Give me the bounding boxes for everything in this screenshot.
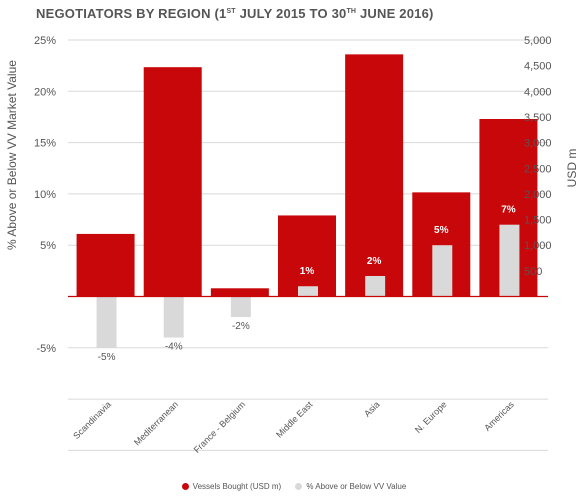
vessels-bar [210,288,269,297]
x-category-label: Asia [362,399,381,418]
vessels-bar [143,67,202,297]
chart-legend: Vessels Bought (USD m) % Above or Below … [0,482,588,491]
y-left-tick-label: 15% [34,138,56,150]
y-right-tick-label: 500 [524,266,542,278]
y-left-axis-title: % Above or Below VV Market Value [5,60,19,250]
chart-title: NEGOTIATORS BY REGION (1ST JULY 2015 TO … [36,6,434,21]
y-right-tick-label: 1,000 [524,240,552,252]
pct-data-label: 7% [501,205,516,216]
y-left-tick-label: 5% [40,240,56,252]
x-category-label: France - Belgium [192,399,248,455]
vessels-bar [76,233,135,297]
x-category-label: Scandinavia [71,399,113,441]
pct-bar [96,296,117,348]
pct-data-label: 1% [300,266,315,277]
y-right-tick-label: 3,000 [524,138,552,150]
y-right-axis-title: USD m [565,149,579,188]
y-left-tick-label: 10% [34,189,56,201]
x-category-label: Mediterranean [132,399,180,447]
vessels-bar [278,215,336,297]
pct-data-label: -4% [165,342,183,353]
y-left-tick-label: -5% [36,343,56,355]
y-right-tick-label: 2,000 [524,189,552,201]
legend-item-vessels: Vessels Bought (USD m) [181,482,282,491]
legend-label-vessels: Vessels Bought (USD m) [192,482,282,491]
legend-item-pct: % Above or Below VV Value [295,482,406,491]
y-right-tick-label: 4,000 [524,86,552,98]
pct-data-label: -5% [98,352,116,363]
pct-bars [96,224,520,348]
data-labels: -5% -4% -2% 1% 2% 5% 7% [98,205,516,363]
x-category-label: Middle East [274,399,315,440]
y-left-tick-label: 25% [34,35,56,47]
pct-bar [432,245,453,297]
vessels-bars [76,54,538,297]
pct-data-label: 2% [367,256,382,267]
y-right-tick-label: 2,500 [524,163,552,175]
y-right-tick-label: 5,000 [524,35,552,47]
y-right-tick-label: 1,500 [524,215,552,227]
x-category-label: N. Europe [413,399,449,435]
y-right-tick-label: 4,500 [524,61,552,73]
pct-data-label: -2% [232,321,250,332]
legend-label-pct: % Above or Below VV Value [306,482,407,491]
y-left-tick-label: 20% [34,86,56,98]
pct-bar [298,286,318,297]
pct-bar [365,275,386,297]
vessels-bar [345,54,404,297]
pct-bar [163,296,184,338]
legend-swatch-vessels [181,483,189,490]
legend-swatch-pct [295,483,303,490]
y-right-tick-label: 3,500 [524,112,552,124]
x-category-label: Americas [482,399,516,433]
pct-data-label: 5% [434,225,449,236]
pct-bar [499,224,520,297]
pct-bar [230,296,251,318]
